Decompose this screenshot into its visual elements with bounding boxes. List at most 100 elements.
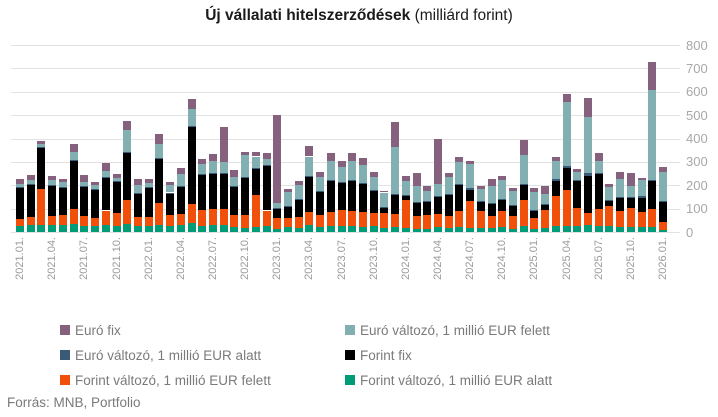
bar-segment bbox=[91, 226, 99, 232]
bar-segment bbox=[155, 134, 164, 144]
x-tick-label: 2021.10. bbox=[110, 237, 124, 299]
bar-segment bbox=[455, 183, 464, 185]
gridline bbox=[11, 232, 680, 233]
bar-segment bbox=[380, 206, 389, 208]
bar-segment bbox=[48, 185, 57, 186]
bar-segment bbox=[112, 213, 121, 226]
x-tick-text: 2024.01. bbox=[399, 237, 412, 280]
bar-segment bbox=[541, 228, 550, 232]
bar-segment bbox=[487, 203, 496, 216]
bar-segment bbox=[519, 183, 528, 185]
x-tick-text: 2023.01. bbox=[271, 237, 284, 280]
bar-segment bbox=[219, 127, 228, 162]
bar-segment bbox=[423, 214, 432, 229]
y-tick-label: 100 bbox=[686, 201, 708, 217]
bar-segment bbox=[337, 210, 346, 227]
bar-segment bbox=[616, 179, 625, 198]
bar-segment bbox=[369, 176, 378, 190]
bar-segment bbox=[219, 161, 228, 173]
bar-segment bbox=[487, 185, 496, 204]
bar-segment bbox=[101, 177, 110, 178]
bar-segment bbox=[659, 201, 667, 222]
bar-segment bbox=[594, 226, 603, 232]
bar-segment bbox=[541, 204, 550, 210]
bar-segment bbox=[594, 174, 603, 210]
bar-segment bbox=[112, 177, 121, 181]
bar-segment bbox=[241, 178, 250, 215]
x-tick-label: 2024.01. bbox=[399, 237, 413, 299]
bar-segment bbox=[605, 184, 614, 188]
bar-segment bbox=[659, 201, 667, 202]
bar-segment bbox=[16, 178, 24, 184]
bar-segment bbox=[637, 179, 646, 196]
bar-segment bbox=[423, 190, 432, 201]
bar-segment bbox=[605, 199, 614, 201]
x-tick-label: 2024.10. bbox=[495, 237, 509, 299]
bar-segment bbox=[208, 225, 217, 232]
bar-segment bbox=[144, 183, 153, 187]
bar-segment bbox=[573, 180, 582, 182]
bar-segment bbox=[326, 226, 335, 232]
bar-segment bbox=[626, 208, 635, 227]
bar-segment bbox=[637, 227, 646, 232]
bar-segment bbox=[434, 183, 442, 196]
bar-segment bbox=[294, 217, 303, 228]
bar-segment bbox=[551, 156, 560, 161]
legend-item: Forint fix bbox=[345, 347, 412, 363]
bar-segment bbox=[112, 174, 121, 178]
bar-segment bbox=[48, 180, 57, 185]
bar-segment bbox=[133, 217, 142, 227]
bar-segment bbox=[455, 161, 464, 184]
bar-segment bbox=[476, 186, 485, 189]
x-tick-text: 2025.10. bbox=[624, 237, 637, 280]
bar-segment bbox=[133, 192, 142, 194]
bar-segment bbox=[305, 175, 314, 177]
bar-segment bbox=[144, 217, 153, 227]
bar-segment bbox=[123, 152, 132, 201]
bar-segment bbox=[487, 228, 496, 232]
bar-segment bbox=[551, 178, 560, 181]
bar-segment bbox=[123, 120, 132, 131]
bar-segment bbox=[605, 187, 614, 200]
bar-segment bbox=[166, 193, 174, 216]
bar-segment bbox=[316, 191, 325, 192]
y-tick-label: 0 bbox=[686, 224, 694, 240]
bar-segment bbox=[80, 174, 89, 182]
bar-segment bbox=[659, 171, 667, 202]
bar-segment bbox=[509, 215, 517, 230]
x-tick-label: 2025.10. bbox=[624, 237, 638, 299]
bar-segment bbox=[273, 203, 282, 208]
bar-segment bbox=[573, 169, 582, 173]
bar-segment bbox=[101, 224, 110, 232]
bar-segment bbox=[444, 172, 453, 178]
bar-segment bbox=[530, 229, 539, 232]
bar-segment bbox=[294, 185, 303, 200]
bar-segment bbox=[423, 200, 432, 202]
bar-segment bbox=[498, 180, 507, 200]
bar-segment bbox=[251, 227, 260, 232]
x-tick-text: 2024.10. bbox=[496, 237, 509, 280]
bar-segment bbox=[648, 89, 657, 180]
bar-segment bbox=[551, 196, 560, 227]
bar-segment bbox=[166, 225, 174, 232]
bar-segment bbox=[412, 185, 421, 203]
x-tick-text: 2023.04. bbox=[303, 237, 316, 280]
legend-swatch-icon bbox=[345, 350, 355, 360]
bar-segment bbox=[605, 226, 614, 232]
y-tick-label: 500 bbox=[686, 107, 708, 123]
bar-segment bbox=[208, 153, 217, 161]
x-tick-label: 2021.01. bbox=[13, 237, 27, 299]
bar-segment bbox=[305, 145, 314, 157]
bar-segment bbox=[626, 196, 635, 198]
bar-segment bbox=[626, 185, 635, 197]
bar-segment bbox=[348, 161, 357, 181]
bar-segment bbox=[476, 211, 485, 228]
bar-segment bbox=[562, 94, 571, 102]
bar-segment bbox=[155, 202, 164, 225]
bar-segment bbox=[80, 181, 89, 186]
bar-segment bbox=[37, 147, 46, 189]
bar-segment bbox=[380, 207, 389, 214]
bar-segment bbox=[476, 227, 485, 232]
bar-segment bbox=[562, 165, 571, 168]
